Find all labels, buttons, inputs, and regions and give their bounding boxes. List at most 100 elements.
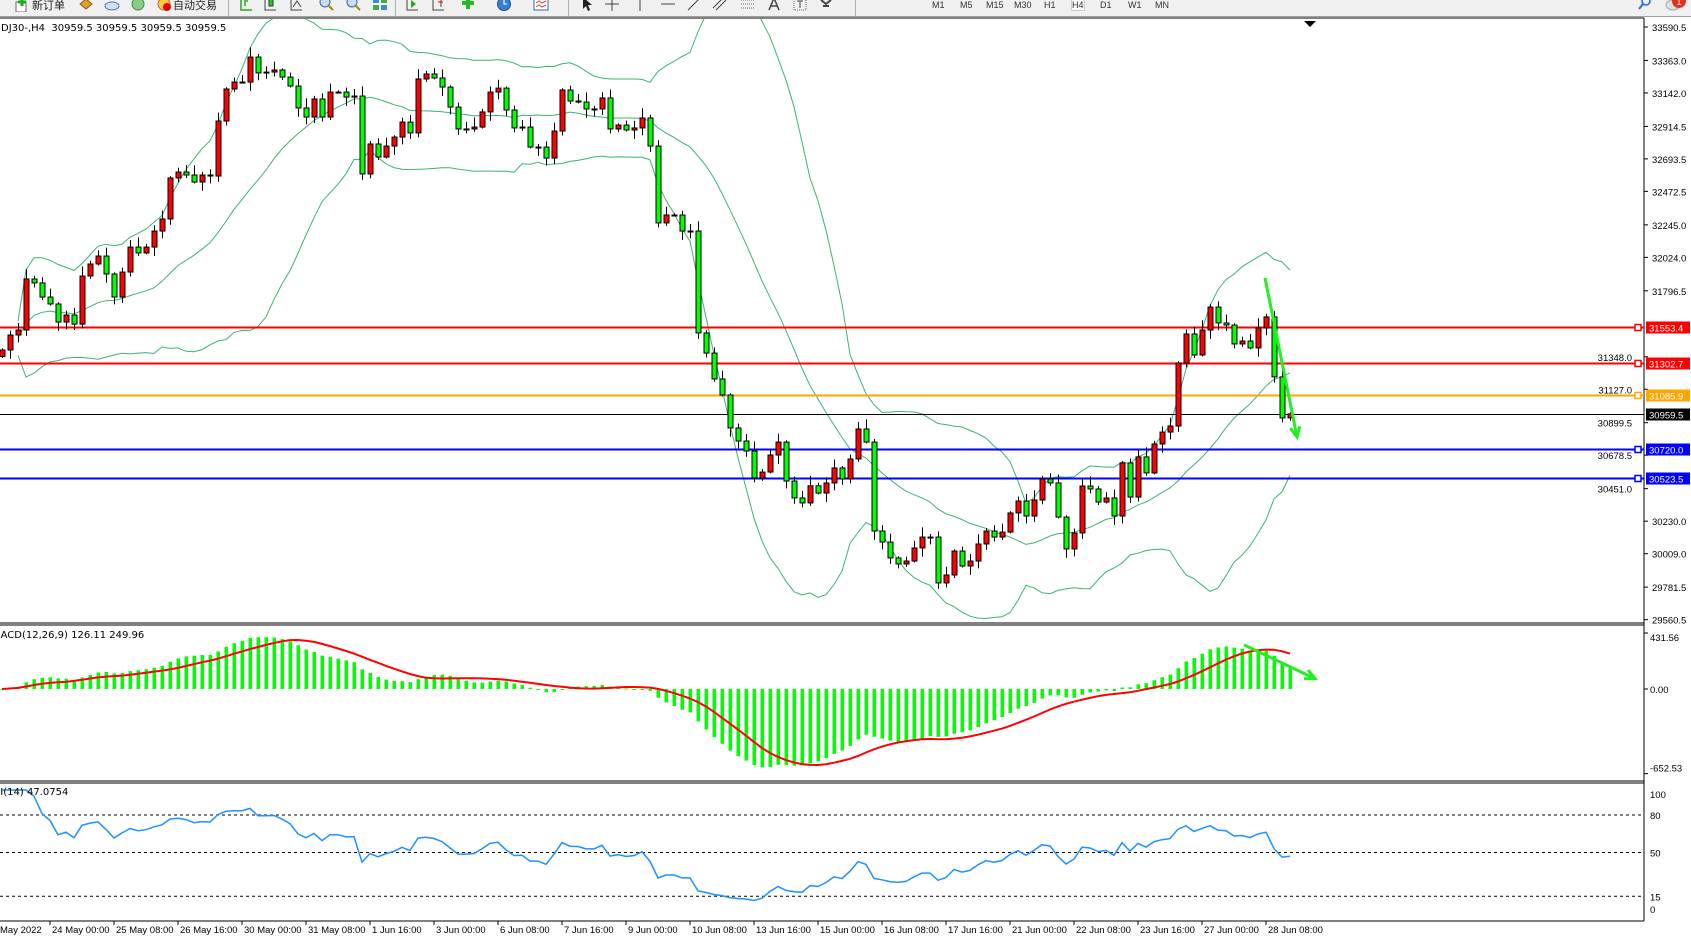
chart-shift-icon[interactable] [430,0,446,12]
candle [1183,329,1190,368]
candle [391,135,398,155]
timeframe-d1[interactable]: D1 [1100,0,1112,10]
line-handle[interactable] [1634,391,1642,400]
candle [1055,474,1062,519]
timeframe-m5[interactable]: M5 [960,0,973,10]
timeframe-mn[interactable]: MN [1155,0,1169,10]
candle [247,47,254,91]
macd-histogram-bar [408,682,412,689]
price-tick-label: 31348.0 [1598,353,1632,364]
new-order-icon[interactable] [14,0,30,13]
zoom-out-icon[interactable] [345,0,361,12]
notification-icon[interactable]: 1 [1664,0,1688,12]
horizontal-lines[interactable] [0,326,1644,480]
bull-candle-body [1015,500,1022,514]
price-tick-label: 32245.0 [1652,221,1686,232]
macd-histogram-bar [1160,677,1164,689]
cursor-icon[interactable] [578,0,594,12]
timeframe-h4[interactable]: H4 [1071,0,1085,11]
candle [847,454,854,484]
bull-candle-body [847,458,854,480]
crosshair-icon[interactable] [604,0,620,12]
bull-candle-body [519,126,526,129]
line-handle[interactable] [1634,474,1642,483]
bull-candle-body [687,230,694,233]
timeframe-m1[interactable]: M1 [932,0,945,10]
rsi-pane[interactable] [0,789,1644,902]
market-watch-icon[interactable] [78,0,94,12]
macd-histogram-bar [1072,689,1076,698]
macd-histogram-bar [1152,680,1156,689]
line-handle[interactable] [1634,323,1642,332]
macd-histogram-bar [80,677,84,689]
line-handle[interactable] [1634,359,1642,368]
new-order-button[interactable]: 新订单 [32,0,65,12]
search-icon[interactable] [1637,0,1653,12]
line-chart-icon[interactable] [288,0,304,12]
toolbar-separator [395,0,396,16]
zoom-in-icon[interactable] [318,0,334,12]
bear-candle-body [711,352,718,380]
periods-icon[interactable] [496,0,512,12]
macd-histogram-bar [72,679,76,689]
bar-chart-icon[interactable] [238,0,254,12]
horizontal-line-icon[interactable] [660,0,676,12]
macd-histogram-bar [392,680,396,689]
signal-icon[interactable] [130,0,146,12]
candle [439,69,446,96]
vertical-line-icon[interactable] [632,0,648,12]
auto-trading-button[interactable]: 自动交易 [173,0,217,12]
macd-histogram-bar [1208,649,1212,689]
bollinger-bands [17,19,1291,619]
macd-histogram-bar [1184,661,1188,689]
macd-histogram-bar [128,671,132,689]
candle [1015,496,1022,522]
macd-pane[interactable] [0,637,1319,768]
bull-candle-body [1263,316,1270,329]
fibonacci-icon[interactable] [740,0,756,12]
bull-candle-body [1079,485,1086,534]
history-icon[interactable] [104,0,120,12]
indicators-icon[interactable] [460,0,476,12]
price-pane[interactable] [0,0,1644,619]
macd-histogram-bar [976,689,980,728]
macd-histogram-bar [480,682,484,689]
bear-candle-body [623,124,630,131]
text-tool-icon[interactable] [766,0,782,12]
auto-trading-icon[interactable] [156,0,172,12]
price-level-label: 31085.9 [1649,392,1683,403]
bull-candle-body [1239,340,1246,345]
equidistant-channel-icon[interactable] [712,0,728,12]
candle [479,108,486,129]
trendline-icon[interactable] [686,0,702,12]
bull-candle-body [775,441,782,456]
candlestick-icon[interactable] [262,0,278,12]
templates-icon[interactable] [533,0,549,12]
autoscroll-icon[interactable] [404,0,420,12]
timeframe-m30[interactable]: M30 [1014,0,1032,10]
bear-candle-body [431,73,438,79]
timeframe-m15[interactable]: M15 [986,0,1004,10]
bollinger-lower-band [17,149,1291,619]
line-handle[interactable] [1634,445,1642,454]
chart-shift-marker[interactable] [1304,21,1316,27]
time-tick-label: 24 May 00:00 [52,925,110,936]
bear-candle-body [1023,500,1030,517]
time-tick-label: 3 Jun 00:00 [436,925,486,936]
price-level-tag [1646,321,1690,334]
candle [575,93,582,104]
candle [663,206,670,226]
candle [1079,478,1086,539]
text-label-icon[interactable] [792,0,808,12]
bear-candle-body [1231,324,1238,345]
bear-candle-body [575,100,582,103]
toolbar-separator [568,0,569,16]
macd-histogram-bar [280,639,284,689]
arrows-icon[interactable] [818,0,834,12]
bull-candle-body [967,560,974,567]
timeframe-w1[interactable]: W1 [1128,0,1142,10]
candle [1279,368,1286,423]
tile-windows-icon[interactable] [372,0,388,12]
timeframe-h1[interactable]: H1 [1044,0,1056,10]
